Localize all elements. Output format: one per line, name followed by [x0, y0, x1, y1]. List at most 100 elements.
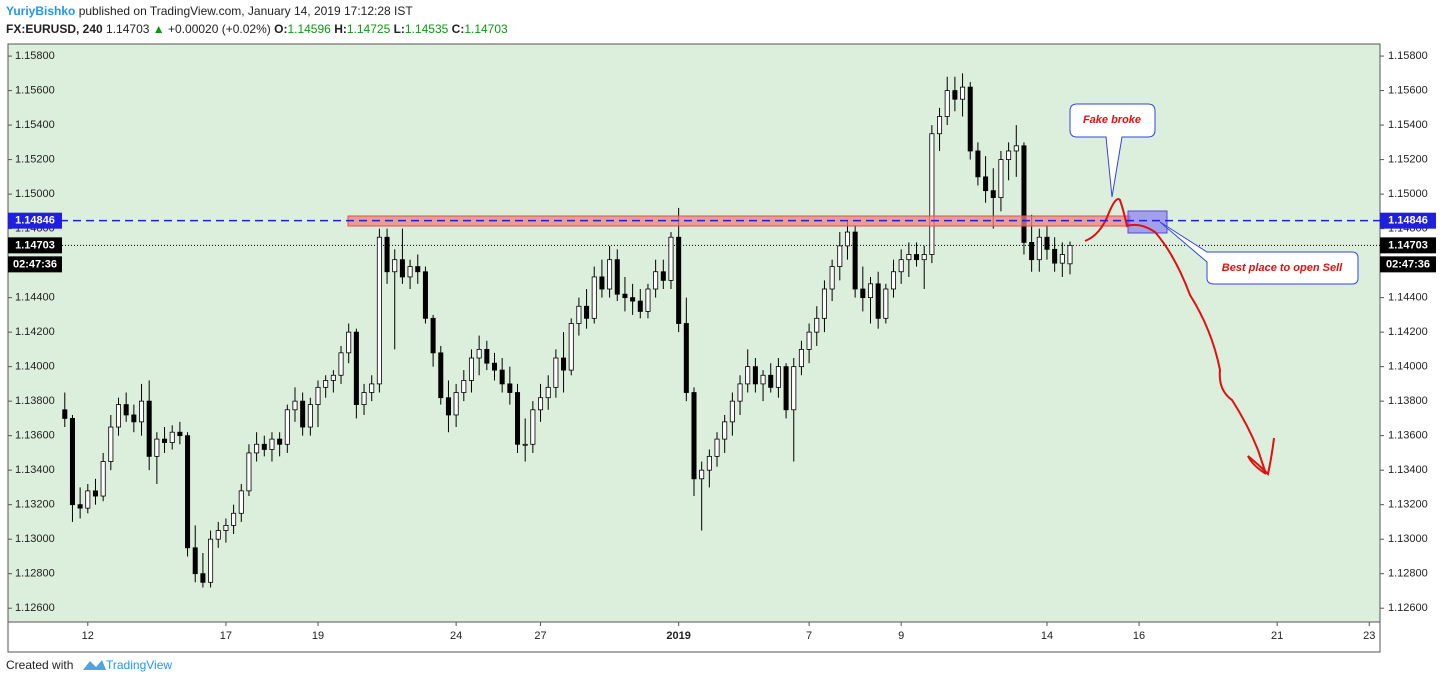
level-tag: 1.14846: [15, 215, 55, 227]
candle-body: [821, 288, 827, 319]
candle-body: [261, 443, 267, 450]
candle-body: [231, 512, 237, 526]
y-tick-label: 1.13600: [15, 430, 55, 442]
candle-body: [330, 374, 336, 381]
candle-body: [791, 366, 797, 411]
x-tick-label: 17: [220, 630, 232, 642]
candle-body: [983, 176, 989, 192]
x-tick-label: 24: [450, 630, 462, 642]
candle-body: [131, 414, 137, 423]
candle-body: [875, 283, 881, 319]
c-label: C:: [452, 22, 465, 36]
candle-body: [392, 259, 398, 273]
candle-body: [300, 400, 306, 428]
candle-body: [614, 259, 620, 295]
candle-body: [660, 271, 666, 281]
y-tick-label: 1.13000: [15, 533, 55, 545]
candle-body: [476, 348, 482, 359]
candle-body: [445, 397, 451, 416]
candle-body: [898, 259, 904, 273]
candle-body: [867, 283, 873, 299]
candle-body: [706, 455, 712, 471]
level-tag: 1.14846: [1388, 215, 1428, 227]
candle-body: [515, 392, 521, 445]
candle-body: [530, 409, 536, 445]
candle-body: [346, 331, 352, 354]
y-tick-label: 1.13400: [1388, 464, 1428, 476]
candle-body: [906, 254, 912, 261]
candle-body: [561, 357, 567, 371]
candle-body: [1067, 244, 1073, 265]
countdown-tag-bg: [8, 256, 62, 273]
countdown-tag: 02:47:36: [13, 258, 57, 270]
candle-body: [438, 352, 444, 399]
candle-body: [806, 331, 812, 350]
candle-body: [154, 438, 160, 457]
candle-body: [844, 231, 850, 247]
x-tick-label: 19: [312, 630, 324, 642]
last-price-tag-bg: [1380, 237, 1436, 254]
candle-body: [353, 331, 359, 406]
candle-body: [430, 317, 436, 354]
y-tick-label: 1.13200: [15, 499, 55, 511]
y-tick-label: 1.13400: [15, 464, 55, 476]
candle-body: [852, 231, 858, 290]
candle-body: [645, 288, 651, 312]
sell-box: [1127, 210, 1168, 234]
candle-body: [115, 404, 122, 428]
candle-body: [637, 300, 643, 312]
candle-body: [883, 288, 889, 319]
candle-body: [737, 383, 743, 402]
x-tick-label: 12: [82, 630, 94, 642]
x-tick-label: 9: [898, 630, 904, 642]
y-tick-label: 1.15000: [1388, 188, 1428, 200]
candle-body: [630, 297, 636, 302]
candle-body: [591, 276, 597, 319]
y-tick-label: 1.14200: [15, 326, 55, 338]
candle-body: [752, 366, 758, 385]
l-label: L:: [394, 22, 405, 36]
candle-body: [998, 159, 1004, 198]
h-label: H:: [334, 22, 347, 36]
candle-body: [538, 397, 544, 411]
header-line: YuriyBishko published on TradingView.com…: [6, 4, 413, 18]
annotation: Best place to open Sell: [1222, 262, 1343, 274]
candle-body: [668, 236, 674, 281]
candle-body: [108, 426, 114, 462]
candle-body: [522, 443, 528, 446]
x-tick-label: 2019: [666, 630, 690, 642]
l: 1.14535: [405, 22, 449, 36]
candle-body: [890, 271, 897, 290]
candle-body: [798, 348, 804, 368]
x-tick-label: 16: [1133, 630, 1145, 642]
candle-body: [269, 438, 275, 450]
candle-body: [860, 288, 866, 299]
candle-body: [975, 150, 981, 178]
candle-body: [1036, 236, 1042, 261]
y-tick-label: 1.12800: [15, 568, 55, 580]
y-tick-label: 1.13800: [15, 395, 55, 407]
candle-body: [507, 383, 513, 393]
candle-body: [676, 236, 682, 324]
price: 1.14703: [106, 22, 150, 36]
candle-body: [238, 490, 244, 514]
x-tick-label: 27: [534, 630, 546, 642]
candle-body: [69, 418, 75, 506]
candle-body: [192, 547, 198, 575]
candle-body: [468, 357, 474, 381]
candle-body: [545, 386, 551, 399]
candle-body: [683, 323, 689, 393]
candle-body: [100, 461, 106, 497]
candle-body: [967, 86, 973, 152]
candle-body: [162, 438, 168, 443]
candle-body: [200, 573, 206, 583]
h: 1.14725: [347, 22, 391, 36]
x-tick-label: 7: [806, 630, 812, 642]
drawn-arrow: [1084, 198, 1275, 477]
candle-body: [952, 90, 958, 100]
candle-body: [653, 271, 659, 290]
y-tick-label: 1.15600: [15, 84, 55, 96]
candle-body: [422, 271, 428, 319]
y-tick-label: 1.15600: [1388, 84, 1428, 96]
